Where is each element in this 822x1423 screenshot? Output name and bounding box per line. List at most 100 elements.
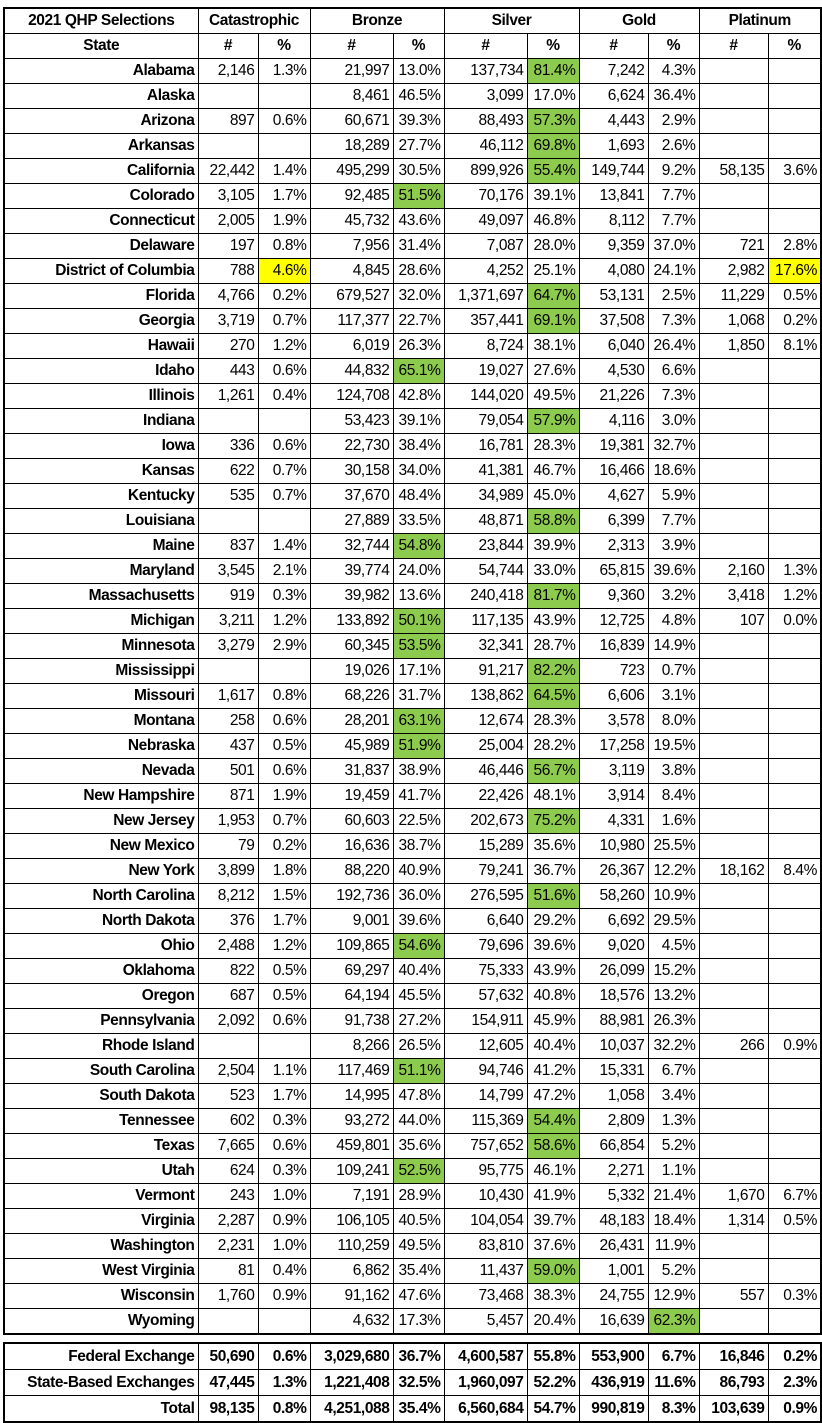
gold-pct-cell: 19.5% [647, 733, 700, 759]
gold-count-cell: 149,744 [578, 158, 649, 184]
silver-count-cell: 34,989 [443, 483, 528, 509]
bronze-count-cell: 110,259 [309, 1233, 394, 1259]
gold-pct-cell: 29.5% [647, 908, 700, 934]
state-row: Virginia 2,287 0.9% 106,105 40.5% 104,054 39.7… [3, 1208, 822, 1234]
gold-count-cell: 10,037 [578, 1033, 649, 1059]
platinum-count-cell: 557 [698, 1283, 769, 1309]
gold-pct-cell: 8.3% [647, 1395, 700, 1423]
platinum-pct-cell [767, 1108, 822, 1134]
bronze-pct-cell: 51.9% [392, 733, 445, 759]
bronze-pct-cell: 38.7% [392, 833, 445, 859]
platinum-count-cell: 86,793 [698, 1369, 769, 1396]
platinum-pct-cell: 0.2% [767, 308, 822, 334]
silver-pct-cell: 54.7% [526, 1395, 580, 1423]
platinum-pct-cell: 6.7% [767, 1183, 822, 1209]
platinum-pct-cell: 0.2% [767, 1342, 822, 1370]
catastrophic-pct-cell: 0.6% [257, 758, 311, 784]
state-name-cell: Idaho [3, 358, 199, 384]
gold-pct-cell: 13.2% [647, 983, 700, 1009]
silver-pct-cell: 38.3% [526, 1283, 580, 1309]
silver-pct-cell: 39.7% [526, 1208, 580, 1234]
state-name-cell: North Dakota [3, 908, 199, 934]
header-catastrophic: Catastrophic [197, 7, 311, 34]
gold-count-cell: 2,271 [578, 1158, 649, 1184]
silver-pct-cell: 57.3% [526, 108, 580, 134]
bronze-count-cell: 19,459 [309, 783, 394, 809]
platinum-count-cell [698, 883, 769, 909]
bronze-pct-cell: 35.4% [392, 1258, 445, 1284]
catastrophic-count-cell: 437 [197, 733, 259, 759]
state-row: Wisconsin 1,760 0.9% 91,162 47.6% 73,468 38.3%… [3, 1283, 822, 1309]
gold-pct-cell: 15.2% [647, 958, 700, 984]
state-name-cell: Federal Exchange [3, 1342, 199, 1370]
platinum-pct-cell [767, 108, 822, 134]
catastrophic-pct-cell: 1.7% [257, 908, 311, 934]
catastrophic-count-cell: 2,146 [197, 58, 259, 84]
gold-count-cell: 4,116 [578, 408, 649, 434]
bronze-count-cell: 495,299 [309, 158, 394, 184]
bronze-count-cell: 91,738 [309, 1008, 394, 1034]
state-name-cell: Colorado [3, 183, 199, 209]
state-row: Michigan 3,211 1.2% 133,892 50.1% 117,135 43.9… [3, 608, 822, 634]
state-row: Texas 7,665 0.6% 459,801 35.6% 757,652 58.6% 66… [3, 1133, 822, 1159]
bronze-count-cell: 39,982 [309, 583, 394, 609]
state-name-cell: South Dakota [3, 1083, 199, 1109]
platinum-count-cell: 266 [698, 1033, 769, 1059]
bronze-count-cell: 60,671 [309, 108, 394, 134]
platinum-count-cell [698, 1158, 769, 1184]
state-name-cell: Maine [3, 533, 199, 559]
platinum-pct-cell [767, 1308, 822, 1335]
platinum-pct-cell [767, 1233, 822, 1259]
catastrophic-count-cell: 79 [197, 833, 259, 859]
catastrophic-pct-cell: 0.2% [257, 833, 311, 859]
state-row: Delaware 197 0.8% 7,956 31.4% 7,087 28.0% 9,359… [3, 233, 822, 259]
catastrophic-pct-cell: 0.2% [257, 283, 311, 309]
state-name-cell: Pennsylvania [3, 1008, 199, 1034]
bronze-pct-cell: 49.5% [392, 1233, 445, 1259]
catastrophic-count-cell: 3,211 [197, 608, 259, 634]
bronze-count-cell: 109,241 [309, 1158, 394, 1184]
state-row: Florida 4,766 0.2% 679,527 32.0% 1,371,697 64.… [3, 283, 822, 309]
platinum-count-cell [698, 1233, 769, 1259]
bronze-count-cell: 9,001 [309, 908, 394, 934]
silver-count-cell: 95,775 [443, 1158, 528, 1184]
platinum-count-cell [698, 908, 769, 934]
platinum-pct-cell [767, 133, 822, 159]
header-bronze-count: # [309, 33, 394, 59]
bronze-pct-cell: 22.7% [392, 308, 445, 334]
bronze-count-cell: 3,029,680 [309, 1342, 394, 1370]
bronze-pct-cell: 32.5% [392, 1369, 445, 1396]
gold-pct-cell: 8.4% [647, 783, 700, 809]
gold-pct-cell: 62.3% [647, 1308, 700, 1335]
state-name-cell: Indiana [3, 408, 199, 434]
gold-count-cell: 4,080 [578, 258, 649, 284]
bronze-pct-cell: 44.0% [392, 1108, 445, 1134]
bronze-pct-cell: 35.6% [392, 1133, 445, 1159]
silver-count-cell: 6,560,684 [443, 1395, 528, 1423]
state-name-cell: Illinois [3, 383, 199, 409]
platinum-count-cell [698, 483, 769, 509]
catastrophic-count-cell: 8,212 [197, 883, 259, 909]
bronze-count-cell: 93,272 [309, 1108, 394, 1134]
gold-count-cell: 4,627 [578, 483, 649, 509]
state-row: Alaska 8,461 46.5% 3,099 17.0% 6,624 36.4% [3, 83, 822, 109]
platinum-pct-cell [767, 833, 822, 859]
silver-pct-cell: 20.4% [526, 1308, 580, 1335]
platinum-pct-cell [767, 208, 822, 234]
silver-count-cell: 22,426 [443, 783, 528, 809]
catastrophic-pct-cell: 1.5% [257, 883, 311, 909]
catastrophic-count-cell [197, 133, 259, 159]
header-gold-pct: % [647, 33, 700, 59]
state-row: Indiana 53,423 39.1% 79,054 57.9% 4,116 3.0% [3, 408, 822, 434]
state-row: Louisiana 27,889 33.5% 48,871 58.8% 6,399 7.7% [3, 508, 822, 534]
platinum-count-cell [698, 358, 769, 384]
state-name-cell: California [3, 158, 199, 184]
silver-pct-cell: 28.2% [526, 733, 580, 759]
catastrophic-pct-cell: 0.6% [257, 433, 311, 459]
bronze-pct-cell: 28.9% [392, 1183, 445, 1209]
bronze-pct-cell: 35.4% [392, 1395, 445, 1423]
state-rows: Alabama 2,146 1.3% 21,997 13.0% 137,734 81.4% 7… [3, 58, 822, 1335]
catastrophic-count-cell: 197 [197, 233, 259, 259]
catastrophic-count-cell: 602 [197, 1108, 259, 1134]
bronze-pct-cell: 40.5% [392, 1208, 445, 1234]
